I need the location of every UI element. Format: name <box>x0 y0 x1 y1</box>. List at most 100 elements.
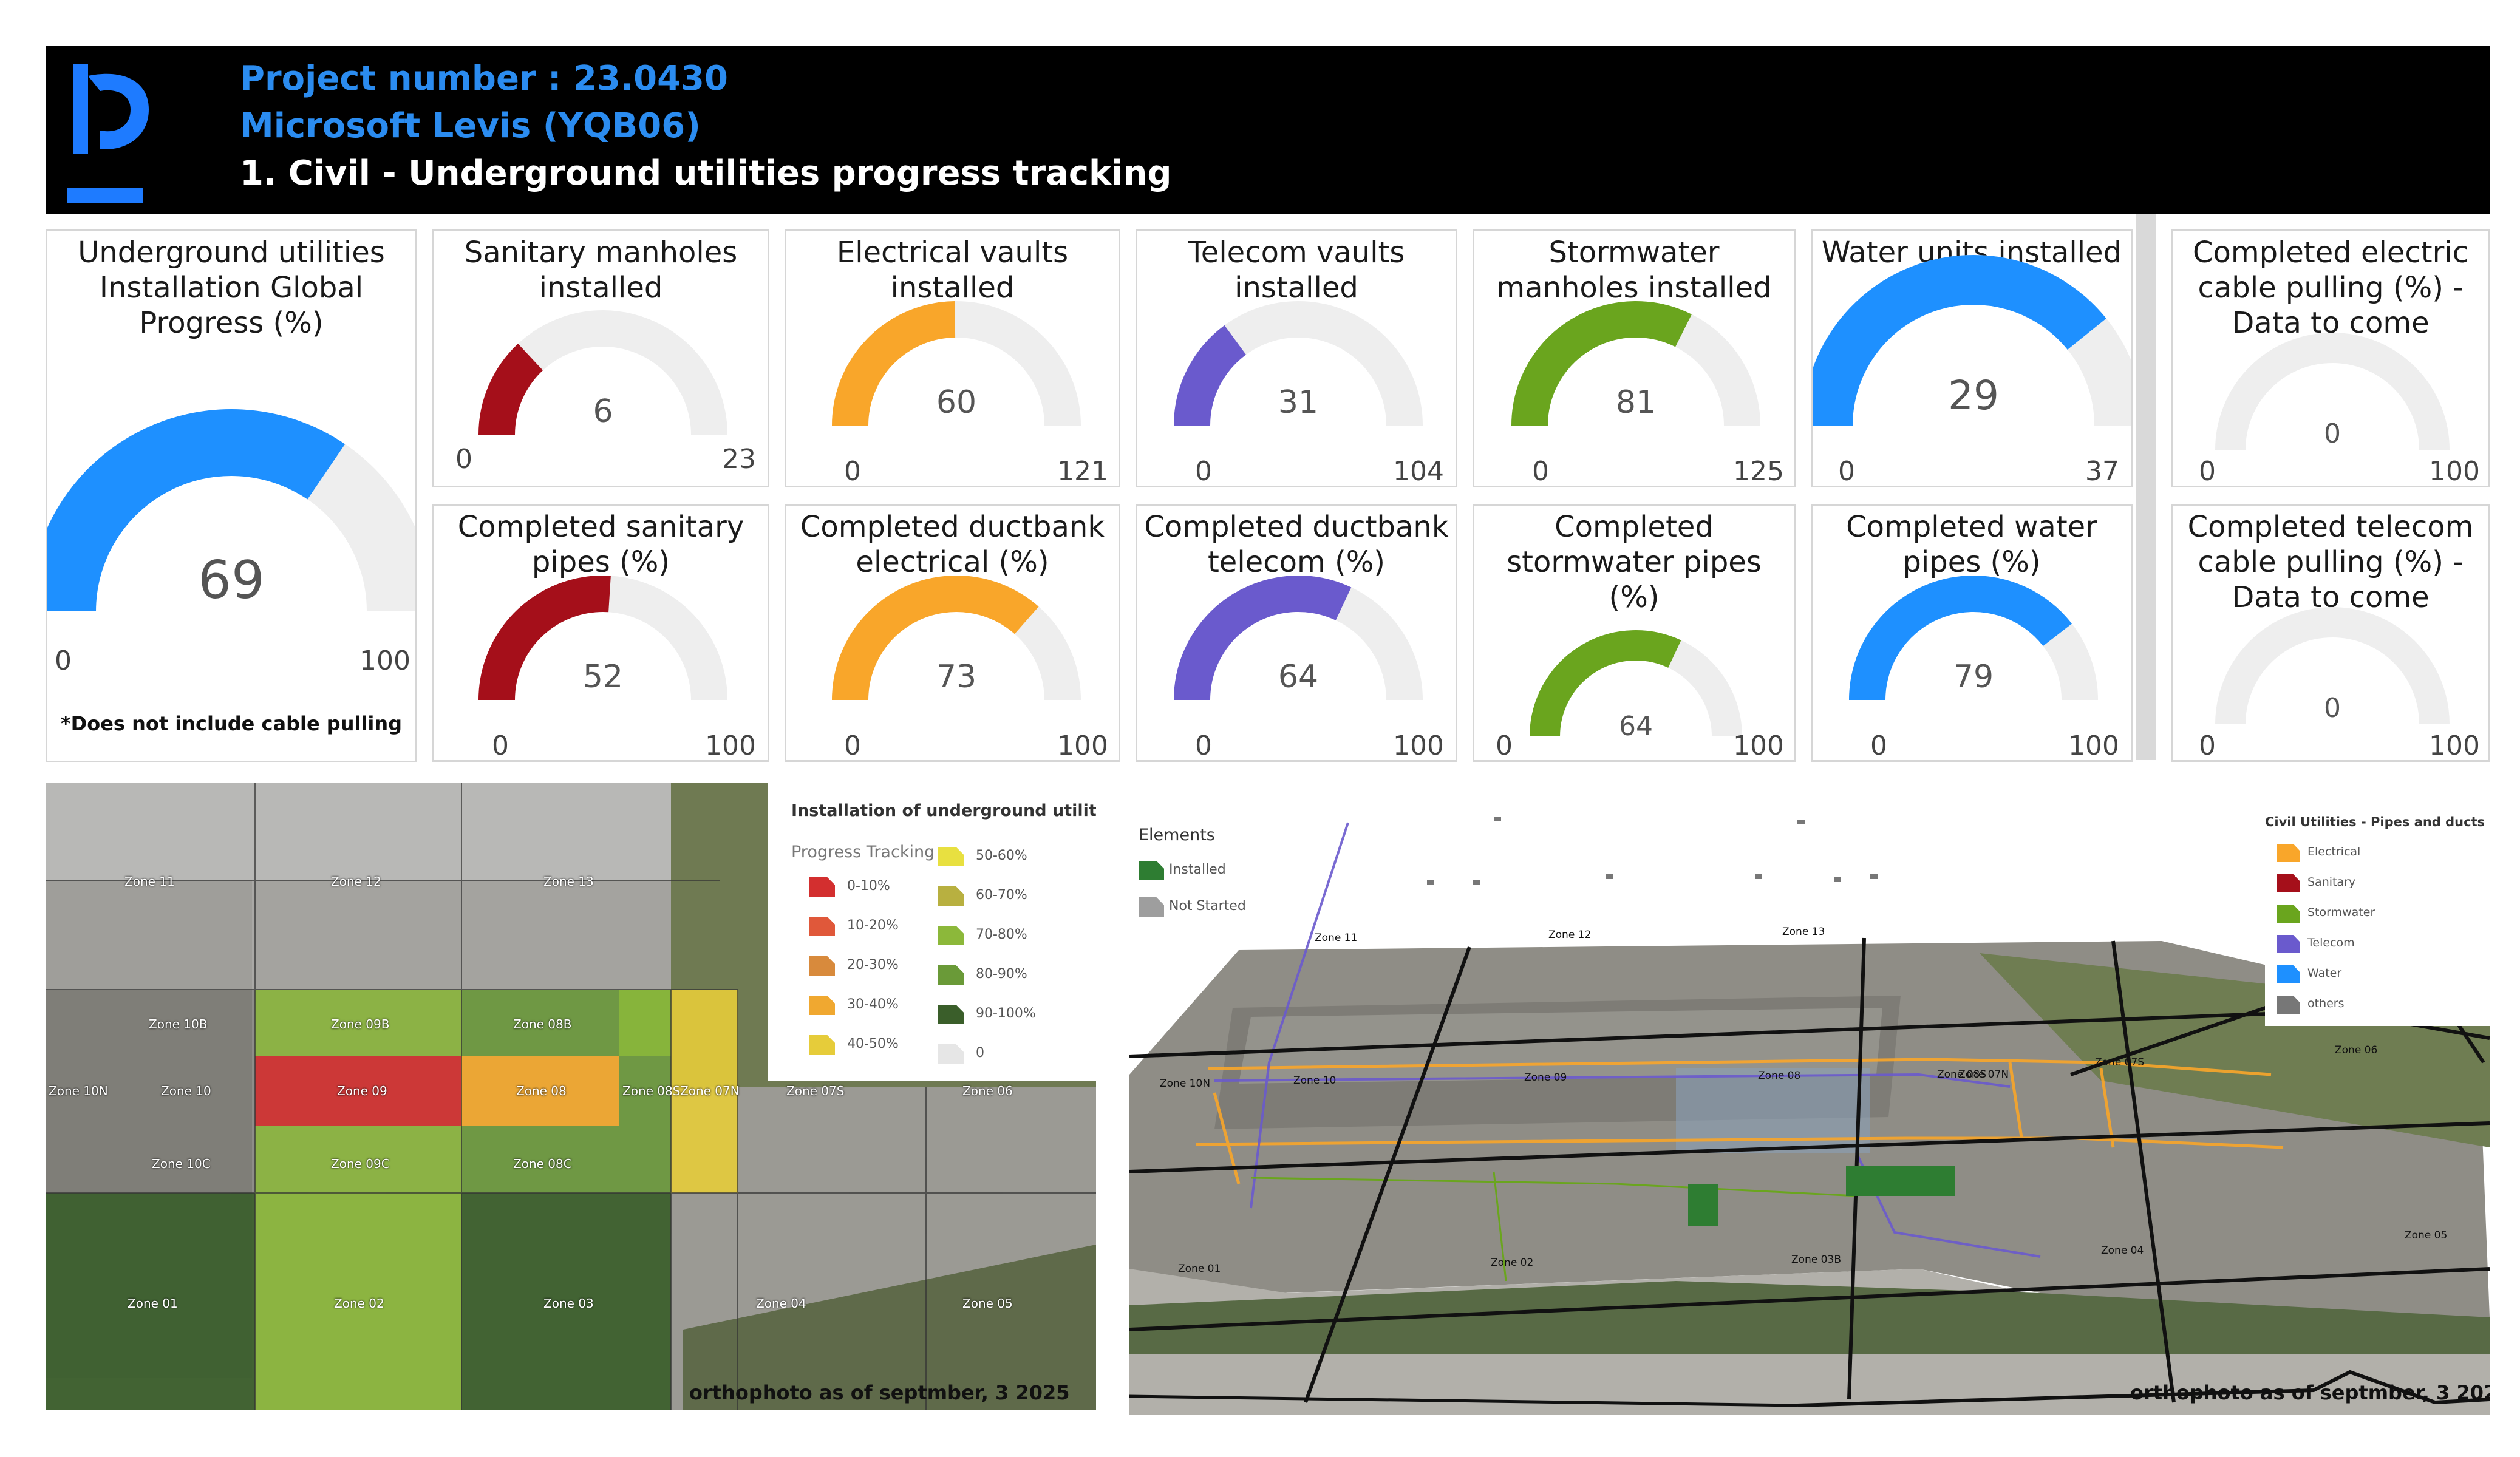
gauge-value: 29 <box>1948 372 1999 419</box>
legend-swatch <box>809 1035 835 1055</box>
panel-divider <box>2136 214 2156 760</box>
gauge-fill <box>1511 301 1692 426</box>
gauge-fill <box>832 576 1039 701</box>
gauge-max: 100 <box>2429 730 2480 761</box>
gauge-min: 0 <box>492 730 509 761</box>
gauge-fill <box>1813 255 2106 426</box>
legend-swatch <box>1139 861 1164 880</box>
orthophoto-caption-left: orthophoto as of septmber, 3 2025 <box>689 1381 1070 1404</box>
gauge-card: Underground utilities Installation Globa… <box>46 229 417 762</box>
legend-swatch <box>938 965 964 985</box>
legend-label: 0 <box>976 1045 984 1061</box>
elements-legend-title: Elements <box>1139 826 1215 844</box>
legend-label: Water <box>2307 966 2342 980</box>
gauge-chart <box>1174 301 1423 426</box>
legend-swatch <box>809 996 835 1015</box>
zone-label: Zone 08S <box>622 1084 681 1098</box>
gauge-title: Completed sanitary pipes (%) <box>457 510 744 579</box>
gauge-track <box>2215 333 2450 450</box>
gauge-fill <box>1849 576 2072 701</box>
gauge-max: 100 <box>1733 730 1784 761</box>
gauge-max: 100 <box>359 645 410 676</box>
gauge-max: 100 <box>2429 456 2480 487</box>
gauge-fill <box>478 576 611 701</box>
company-logo <box>67 64 149 203</box>
gauge-chart <box>832 301 1081 426</box>
gauge-title: Completed electric cable pulling (%) - D… <box>2192 236 2469 340</box>
gauge-min: 0 <box>1532 456 1549 487</box>
header-bar: Project number : 23.0430 Microsoft Levis… <box>46 46 2490 214</box>
legend-swatch <box>938 926 964 945</box>
gauge-min: 0 <box>2199 730 2216 761</box>
elements-legend: Elements Installed Not Started <box>1129 807 1275 929</box>
legend-swatch <box>2277 844 2300 862</box>
gauge-max: 121 <box>1057 456 1108 487</box>
legend-label: 70-80% <box>976 927 1027 942</box>
project-number: Project number : 23.0430 <box>240 59 728 98</box>
gauge-title: Completed ductbank telecom (%) <box>1144 510 1449 579</box>
gauge-title: Completed ductbank electrical (%) <box>800 510 1105 579</box>
zone-label: Zone 13 <box>543 874 594 889</box>
gauge-max: 37 <box>2085 456 2119 487</box>
zone-label: Zone 10N <box>1160 1078 1211 1090</box>
zone-label: Zone 06 <box>2335 1044 2378 1056</box>
gauge-card: Completed ductbank electrical (%) 73 0 100 <box>785 504 1120 762</box>
gauge-card: Electrical vaults installed 60 0 121 <box>785 229 1120 487</box>
gauge-max: 104 <box>1393 456 1444 487</box>
zone-label: Zone 04 <box>2101 1245 2144 1257</box>
gauge-fill <box>47 409 346 612</box>
gauge-value: 31 <box>1278 384 1319 421</box>
zone-label: Zone 12 <box>331 874 381 889</box>
legend-label: 10-20% <box>847 918 899 933</box>
zone-label: Zone 11 <box>1315 932 1358 944</box>
zone-label: Zone 02 <box>334 1296 384 1311</box>
zone-label: Zone 03 <box>543 1296 594 1311</box>
gauge-chart <box>2215 333 2450 450</box>
legend-swatch <box>938 1044 964 1064</box>
zone-label: Zone 10C <box>152 1156 211 1171</box>
zone-label: Zone 07S <box>786 1084 845 1098</box>
gauge-max: 125 <box>1733 456 1784 487</box>
zone-label: Zone 11 <box>124 874 175 889</box>
gauge-max: 100 <box>1393 730 1444 761</box>
gauge-title: Completed water pipes (%) <box>1846 510 2097 579</box>
gauge-fill <box>1174 325 1247 426</box>
gauge-chart <box>832 576 1081 701</box>
gauge-min: 0 <box>1195 456 1212 487</box>
gauge-note: *Does not include cable pulling <box>60 712 403 735</box>
legend-label: 0-10% <box>847 878 890 894</box>
gauge-chart <box>478 310 727 435</box>
zone-label: Zone 10N <box>49 1084 108 1098</box>
gauge-value: 6 <box>593 393 613 430</box>
progress-legend: Installation of underground utilities Pr… <box>768 783 1096 1081</box>
legend-label: Stormwater <box>2307 906 2375 919</box>
zone-label: Zone 06 <box>962 1084 1013 1098</box>
gauge-track <box>2215 607 2450 725</box>
gauge-max: 100 <box>1057 730 1108 761</box>
legend-swatch <box>809 877 835 897</box>
zone-label: Zone 04 <box>756 1296 806 1311</box>
zone-label: Zone 07S <box>2095 1056 2145 1068</box>
pipes-legend: Civil Utilities - Pipes and ducts Electr… <box>2265 807 2490 1026</box>
gauge-card: Water units installed 29 0 37 <box>1811 229 2133 487</box>
gauge-title: Electrical vaults installed <box>836 236 1069 305</box>
gauge-title: Stormwater manholes installed <box>1496 236 1772 305</box>
legend-label: others <box>2307 997 2345 1010</box>
zone-label: Zone 02 <box>1491 1257 1534 1269</box>
gauge-card: Completed ductbank telecom (%) 64 0 100 <box>1136 504 1457 762</box>
zone-label: Zone 05 <box>2405 1229 2448 1241</box>
gauge-value: 73 <box>936 659 977 695</box>
gauge-card: Sanitary manholes installed 6 0 23 <box>432 229 769 487</box>
gauge-min: 0 <box>1838 456 1855 487</box>
zone-label: Zone 08C <box>513 1156 572 1171</box>
gauge-chart <box>2215 607 2450 725</box>
utilities-3d-map: Zone 11 Zone 12 Zone 13 Zone 10N Zone 10… <box>1129 807 2490 1415</box>
gauge-min: 0 <box>1496 730 1513 761</box>
legend-swatch <box>809 917 835 936</box>
gauge-min: 0 <box>1870 730 1887 761</box>
legend-label: Electrical <box>2307 845 2361 858</box>
pipes-legend-title: Civil Utilities - Pipes and ducts <box>2265 815 2485 829</box>
legend-swatch <box>938 886 964 906</box>
gauge-chart <box>1530 630 1742 737</box>
legend-swatch <box>2277 996 2300 1014</box>
